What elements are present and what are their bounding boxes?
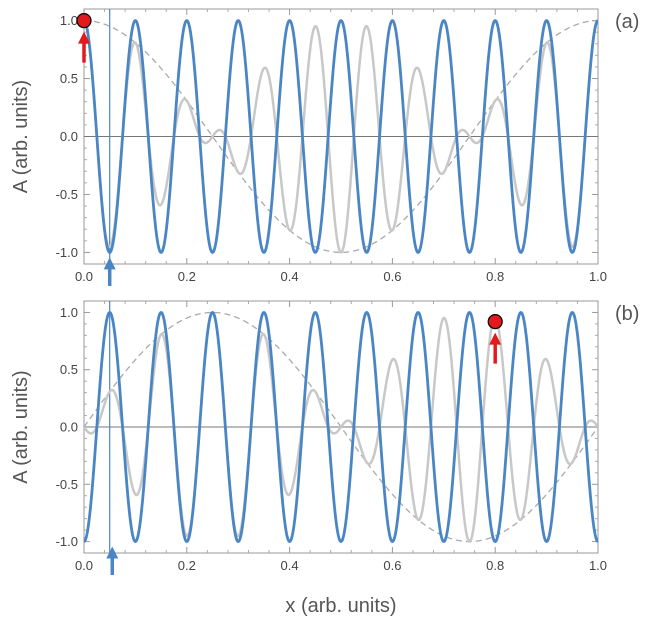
x-tick-label: 0.2 [178, 558, 196, 573]
y-axis-title: A (arb. units) [10, 80, 32, 193]
x-tick-label: 0.4 [281, 558, 299, 573]
carrier-curve [84, 310, 598, 544]
x-tick-label: 0.4 [281, 269, 299, 284]
panel-label: (b) [615, 303, 639, 325]
red-marker-point [76, 12, 92, 29]
y-axis-title: A (arb. units) [10, 370, 32, 483]
y-tick-label: 0.5 [60, 71, 78, 86]
tick-group: 0.0 0.2 0.4 0.6 0.8 1.0 -1.0 -0.5 0.0 0.5 1.0 [56, 301, 607, 573]
carrier-curve [84, 19, 598, 254]
x-tick-label: 0.0 [75, 269, 93, 284]
y-tick-label: -1.0 [56, 534, 78, 549]
panel-b: 0.0 0.2 0.4 0.6 0.8 1.0 -1.0 -0.5 0.0 0.5 1.0 A (a… [10, 300, 639, 575]
y-tick-label: -1.0 [56, 245, 78, 260]
product-curve [84, 19, 598, 254]
red-marker-point [487, 314, 503, 330]
x-tick-label: 0.8 [486, 269, 504, 284]
blue-arrow-icon [106, 546, 119, 575]
x-tick-label: 1.0 [589, 269, 607, 284]
x-tick-label: 0.0 [75, 558, 93, 573]
y-tick-label: -0.5 [56, 187, 78, 202]
arrow-head [78, 31, 90, 44]
red-arrow-icon [78, 31, 90, 63]
y-tick-label: 0.5 [60, 362, 78, 377]
x-tick-label: 0.6 [383, 269, 401, 284]
y-tick-label: 0.0 [60, 420, 78, 435]
y-tick-label: 1.0 [60, 13, 78, 28]
x-tick-label: 0.8 [486, 558, 504, 573]
y-tick-label: -0.5 [56, 477, 78, 492]
arrow-head [489, 332, 502, 345]
y-tick-label: 0.0 [60, 129, 78, 144]
tick-group: 0.0 0.2 0.4 0.6 0.8 1.0 -1.0 -0.5 0.0 0.5 1.0 [56, 9, 607, 284]
y-tick-label: 1.0 [60, 305, 78, 320]
x-tick-label: 0.6 [383, 558, 401, 573]
panel-a: 0.0 0.2 0.4 0.6 0.8 1.0 -1.0 -0.5 0.0 0.5 1.0 A (a… [10, 8, 639, 286]
arrow-head [106, 546, 119, 559]
x-tick-label: 1.0 [589, 558, 607, 573]
arrow-head [103, 257, 116, 270]
x-tick-label: 0.2 [178, 269, 196, 284]
blue-arrow-icon [103, 257, 116, 286]
panel-label: (a) [615, 11, 639, 33]
red-arrow-icon [489, 332, 502, 364]
x-axis-title: x (arb. units) [285, 595, 396, 617]
